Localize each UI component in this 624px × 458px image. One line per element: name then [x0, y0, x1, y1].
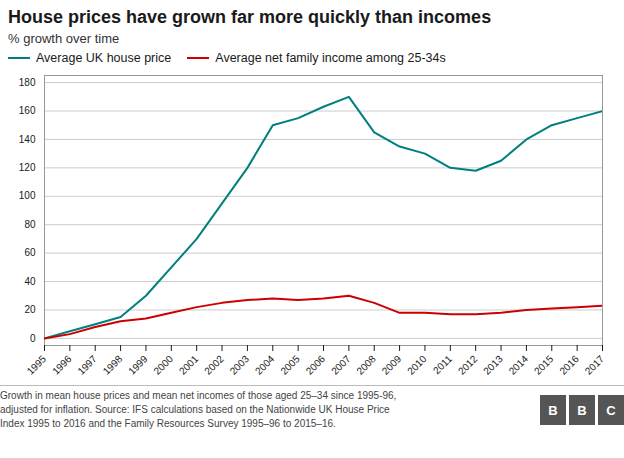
svg-text:20: 20: [24, 304, 36, 315]
svg-text:140: 140: [19, 134, 36, 145]
svg-text:2003: 2003: [228, 353, 252, 377]
svg-text:1997: 1997: [75, 353, 99, 377]
html-text:C: C: [606, 402, 616, 418]
svg-text:2010: 2010: [405, 353, 429, 377]
svg-text:1999: 1999: [126, 353, 150, 377]
svg-text:2004: 2004: [253, 353, 277, 377]
html-text:% growth over time: % growth over time: [8, 31, 120, 46]
svg-text:2013: 2013: [481, 353, 505, 377]
svg-text:2006: 2006: [304, 353, 328, 377]
svg-text:160: 160: [19, 105, 36, 116]
svg-text:120: 120: [19, 162, 36, 173]
svg-text:2011: 2011: [431, 353, 454, 376]
svg-text:2012: 2012: [456, 353, 480, 377]
html-text:Average net family income amon: Average net family income among 25-34s: [215, 51, 446, 65]
html-text:Average UK house price: Average UK house price: [36, 51, 172, 65]
svg-text:2007: 2007: [329, 353, 353, 377]
svg-text:1996: 1996: [50, 353, 74, 377]
svg-text:2016: 2016: [557, 353, 581, 377]
svg-text:2009: 2009: [380, 353, 404, 377]
svg-text:1995: 1995: [25, 353, 49, 377]
svg-text:100: 100: [19, 190, 36, 201]
html-text:B: B: [548, 402, 558, 418]
svg-text:2017: 2017: [583, 353, 607, 377]
svg-text:2015: 2015: [532, 353, 556, 377]
svg-text:0: 0: [30, 333, 36, 344]
html-text:B: B: [577, 402, 587, 418]
svg-text:2008: 2008: [354, 353, 378, 377]
svg-text:180: 180: [19, 77, 36, 88]
svg-text:40: 40: [24, 276, 36, 287]
html-text:House prices have grown far mo: House prices have grown far more quickly…: [8, 7, 492, 27]
svg-text:2014: 2014: [507, 353, 531, 377]
svg-text:2002: 2002: [202, 353, 226, 377]
svg-text:60: 60: [24, 247, 36, 258]
svg-text:2005: 2005: [278, 353, 302, 377]
svg-text:2001: 2001: [177, 353, 201, 377]
html-text:Growth in mean house prices an: Growth in mean house prices and mean net…: [0, 390, 397, 429]
svg-text:1998: 1998: [101, 353, 125, 377]
svg-text:80: 80: [24, 219, 36, 230]
svg-text:2000: 2000: [151, 353, 175, 377]
